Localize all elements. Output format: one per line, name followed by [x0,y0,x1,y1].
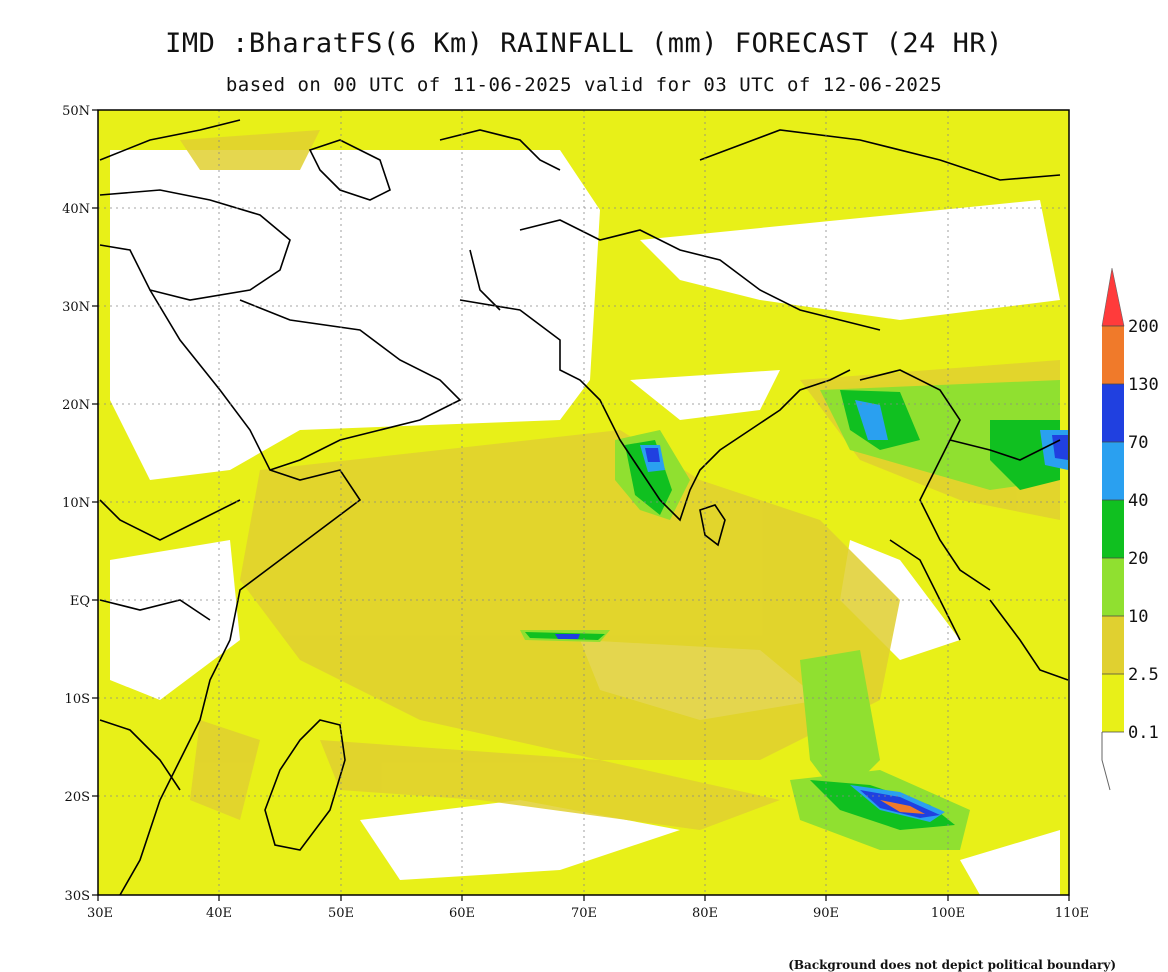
rain-field-130-200 [880,800,925,814]
legend-label-20: 20 [1128,549,1148,569]
lon-tick-30e: 30E [87,906,113,921]
legend-label-200: 200 [1128,317,1159,337]
lon-tick-110e: 110E [1055,906,1089,921]
boundary-disclaimer: (Background does not depict political bo… [788,958,1116,972]
lon-tick-40e: 40E [206,906,232,921]
legend-label-130: 130 [1128,375,1159,395]
legend-swatch-130-200 [1102,326,1124,384]
legend-colorbar [1101,267,1125,791]
lon-tick-70e: 70E [571,906,597,921]
lon-tick-80e: 80E [692,906,718,921]
legend-label-10: 10 [1128,607,1148,627]
lat-tick-40n: 40N [62,202,90,217]
lon-tick-100e: 100E [931,906,965,921]
map-subtitle: based on 00 UTC of 11-06-2025 valid for … [225,74,943,96]
lon-tick-90e: 90E [813,906,839,921]
legend-swatch-40-70 [1102,442,1124,500]
lat-tick-10s: 10S [65,692,90,707]
lat-tick-30s: 30S [65,889,90,904]
coastlines [99,119,1069,895]
legend-label-0-1: 0.1 [1128,723,1159,743]
lat-tick-50n: 50N [62,104,90,119]
lon-tick-50e: 50E [328,906,354,921]
legend-swatch-0-1-2-5 [1102,674,1124,732]
lat-tick-30n: 30N [62,300,90,315]
lat-tick-labels: 50N 40N 30N 20N 10N EQ 10S 20S 30S [62,104,90,904]
legend-swatch-above-200 [1101,267,1125,327]
lat-tick-20s: 20S [65,790,90,805]
legend-label-70: 70 [1128,433,1148,453]
legend-swatch-70-130 [1102,384,1124,442]
legend-label-40: 40 [1128,491,1148,511]
map-title: IMD :BharatFS(6 Km) RAINFALL (mm) FORECA… [165,28,1003,59]
lat-tick-10n: 10N [62,496,90,511]
gridlines [98,110,1069,895]
axis-ticks [92,109,1070,901]
legend-swatch-20-40 [1102,500,1124,558]
legend-swatch-10-20 [1102,558,1124,616]
lat-tick-20n: 20N [62,398,90,413]
legend-below-marker [1101,732,1111,791]
legend-label-2-5: 2.5 [1128,665,1159,685]
legend-swatch-2-5-10 [1102,616,1124,674]
legend-labels: 200 130 70 40 20 10 2.5 0.1 [1128,317,1159,743]
lat-tick-eq: EQ [70,594,90,609]
lon-tick-60e: 60E [449,906,475,921]
lon-tick-labels: 30E 40E 50E 60E 70E 80E 90E 100E 110E [87,906,1089,921]
